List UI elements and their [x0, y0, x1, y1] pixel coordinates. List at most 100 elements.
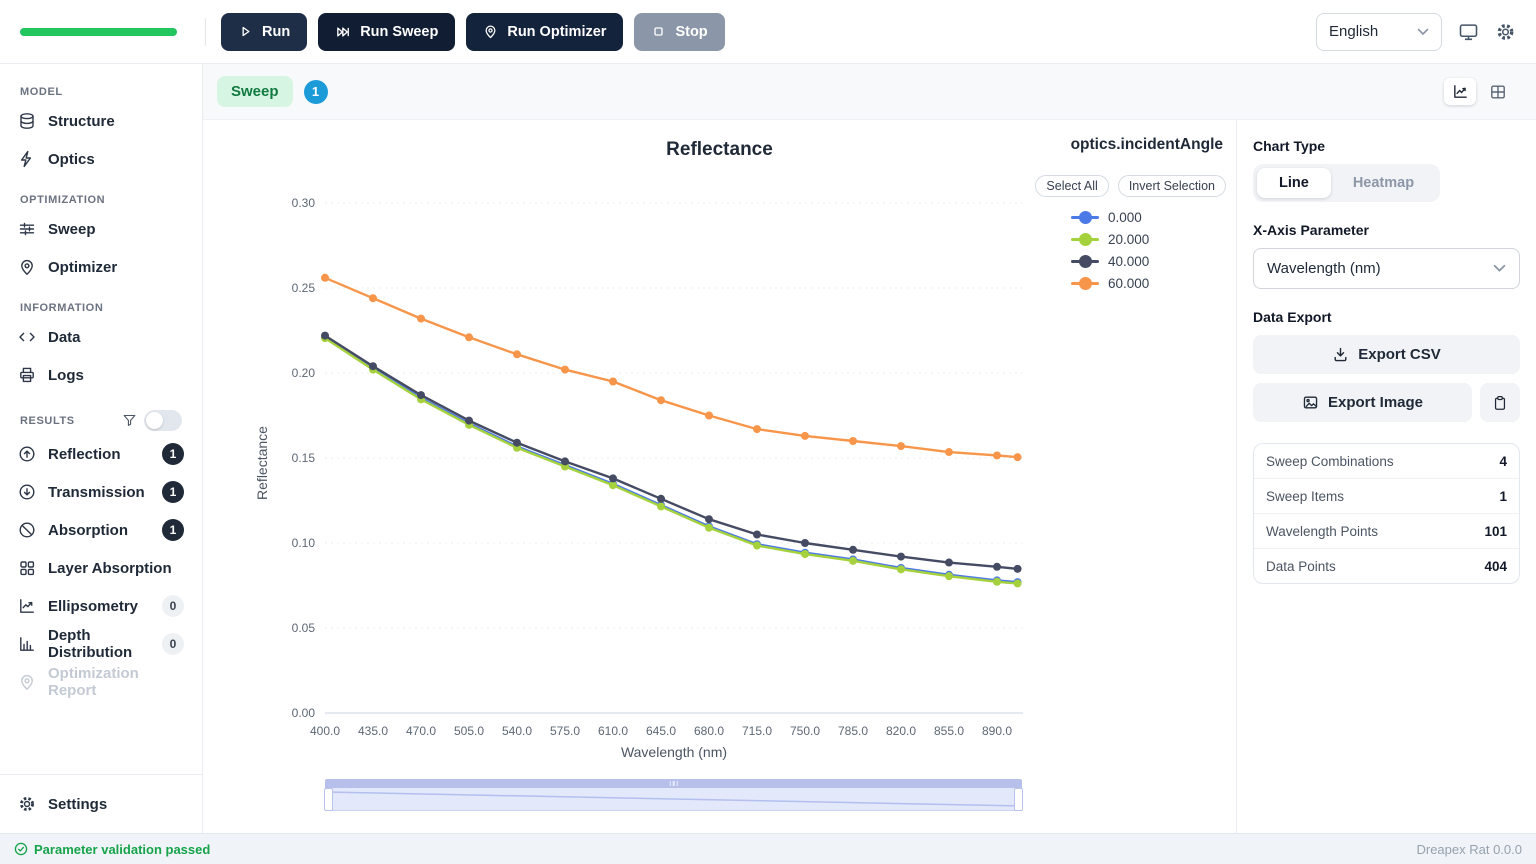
arrow-down-circle-icon	[18, 483, 36, 501]
brush-handle-left[interactable]	[324, 788, 333, 811]
app-version: Dreapex Rat 0.0.0	[1416, 841, 1522, 857]
sidebar-item-label: Sweep	[48, 220, 96, 238]
export-image-button[interactable]: Export Image	[1253, 383, 1472, 422]
sidebar-item-settings[interactable]: Settings	[18, 787, 184, 821]
legend-label: 20.000	[1108, 232, 1150, 247]
section-title-model: MODEL	[20, 86, 63, 98]
svg-text:890.0: 890.0	[982, 724, 1012, 738]
legend-title: optics.incidentAngle	[1070, 136, 1223, 153]
export-csv-button[interactable]: Export CSV	[1253, 335, 1520, 374]
copy-to-clipboard-button[interactable]	[1480, 383, 1520, 422]
validation-status: Parameter validation passed	[14, 842, 210, 857]
svg-text:505.0: 505.0	[454, 724, 484, 738]
toggle-knob	[146, 412, 163, 429]
chart-type-heatmap-button[interactable]: Heatmap	[1331, 168, 1436, 198]
legend-marker	[1071, 277, 1099, 290]
sidebar-item-data[interactable]: Data	[18, 318, 184, 356]
sidebar-item-label: Ellipsometry	[48, 597, 139, 615]
count-badge: 1	[162, 519, 184, 541]
svg-text:435.0: 435.0	[358, 724, 388, 738]
database-icon	[18, 112, 36, 130]
sidebar-item-structure[interactable]: Structure	[18, 102, 184, 140]
sidebar-item-optics[interactable]: Optics	[18, 140, 184, 178]
sidebar-item-label: Optimization Report	[48, 665, 139, 699]
run-optimizer-button-label: Run Optimizer	[507, 23, 607, 40]
legend-item[interactable]: 20.000	[1071, 232, 1149, 247]
export-image-label: Export Image	[1327, 394, 1424, 411]
sidebar-item-absorption[interactable]: Absorption 1	[18, 511, 184, 549]
sidebar-item-label: Transmission	[48, 483, 145, 501]
settings-gear-button[interactable]	[1495, 22, 1516, 42]
progress-bar	[20, 27, 177, 36]
count-badge: 1	[162, 481, 184, 503]
sidebar-item-label: Reflection	[48, 445, 121, 463]
sweep-count-badge[interactable]: 1	[303, 79, 328, 104]
svg-text:785.0: 785.0	[838, 724, 868, 738]
stop-button[interactable]: Stop	[634, 12, 725, 51]
svg-text:0.30: 0.30	[292, 196, 316, 210]
brush-handle-right[interactable]	[1014, 788, 1023, 811]
svg-text:400.0: 400.0	[310, 724, 340, 738]
legend-item[interactable]: 40.000	[1071, 254, 1149, 269]
header: Run Run Sweep Run Optimizer Stop English	[0, 0, 1536, 64]
legend-label: 0.000	[1108, 210, 1142, 225]
chart-svg: 0.00 0.05 0.10 0.15 0.20 0.25 0.30 400.0 435.0 47…	[292, 196, 1023, 738]
svg-text:680.0: 680.0	[694, 724, 724, 738]
stats-row: Data Points 404	[1254, 548, 1519, 583]
run-sweep-button[interactable]: Run Sweep	[318, 12, 456, 51]
sidebar-item-label: Settings	[48, 795, 108, 813]
count-badge: 0	[162, 595, 184, 617]
tab-sweep[interactable]: Sweep	[217, 76, 293, 107]
chart-type-segmented: Line Heatmap	[1253, 164, 1441, 202]
run-button[interactable]: Run	[221, 12, 308, 51]
sidebar-section-optimization: OPTIMIZATION Sweep Optimizer	[0, 178, 202, 286]
sidebar-item-logs[interactable]: Logs	[18, 356, 184, 394]
svg-text:470.0: 470.0	[406, 724, 436, 738]
sidebar-item-layer-absorption[interactable]: Layer Absorption	[18, 549, 184, 587]
sidebar-item-label: Layer Absorption	[48, 559, 172, 577]
stats-row: Wavelength Points 101	[1254, 513, 1519, 548]
brush-mini-chart	[325, 791, 1022, 807]
view-toggle	[1444, 78, 1514, 105]
play-icon	[238, 24, 253, 39]
legend-items: 0.000 20.000 40.000 60.000	[1011, 210, 1226, 291]
results-filter-toggle[interactable]	[144, 410, 182, 431]
map-pin-icon	[483, 24, 498, 39]
chart-view-button[interactable]	[1444, 78, 1476, 105]
language-select[interactable]: English	[1316, 12, 1442, 51]
brush-strip[interactable]	[325, 779, 1022, 788]
section-title-information: INFORMATION	[20, 302, 104, 314]
legend-label: 60.000	[1108, 276, 1150, 291]
sidebar-item-depth-distribution[interactable]: Depth Distribution 0	[18, 625, 184, 663]
sidebar-item-transmission[interactable]: Transmission 1	[18, 473, 184, 511]
invert-selection-button[interactable]: Invert Selection	[1117, 175, 1226, 197]
chart-legend: optics.incidentAngle Select All Invert S…	[1011, 136, 1226, 291]
select-all-button[interactable]: Select All	[1035, 175, 1109, 197]
sidebar-item-reflection[interactable]: Reflection 1	[18, 435, 184, 473]
skip-forward-icon	[335, 24, 351, 40]
legend-item[interactable]: 60.000	[1071, 276, 1149, 291]
svg-text:715.0: 715.0	[742, 724, 772, 738]
sidebar-item-optimization-report: Optimization Report	[18, 663, 184, 701]
sidebar-item-label: Structure	[48, 112, 115, 130]
brush-body	[325, 788, 1022, 811]
chart-type-line-button[interactable]: Line	[1257, 168, 1331, 198]
sidebar-item-label: Logs	[48, 366, 84, 384]
x-range-brush[interactable]	[324, 779, 1023, 811]
legend-marker	[1071, 255, 1099, 268]
legend-marker	[1071, 233, 1099, 246]
run-optimizer-button[interactable]: Run Optimizer	[466, 12, 624, 51]
legend-item[interactable]: 0.000	[1071, 210, 1142, 225]
xaxis-parameter-select[interactable]: Wavelength (nm)	[1253, 248, 1520, 289]
table-view-button[interactable]	[1482, 78, 1514, 105]
sidebar-section-information: INFORMATION Data Logs	[0, 286, 202, 394]
filter-funnel-icon[interactable]	[122, 413, 137, 428]
sidebar-item-optimizer[interactable]: Optimizer	[18, 248, 184, 286]
chart-options-panel: Chart Type Line Heatmap X-Axis Parameter…	[1236, 120, 1536, 833]
display-monitor-button[interactable]	[1458, 22, 1479, 42]
chevron-down-icon	[1417, 28, 1429, 36]
legend-label: 40.000	[1108, 254, 1150, 269]
sidebar-item-sweep[interactable]: Sweep	[18, 210, 184, 248]
run-sweep-button-label: Run Sweep	[360, 23, 439, 40]
sidebar-item-ellipsometry[interactable]: Ellipsometry 0	[18, 587, 184, 625]
